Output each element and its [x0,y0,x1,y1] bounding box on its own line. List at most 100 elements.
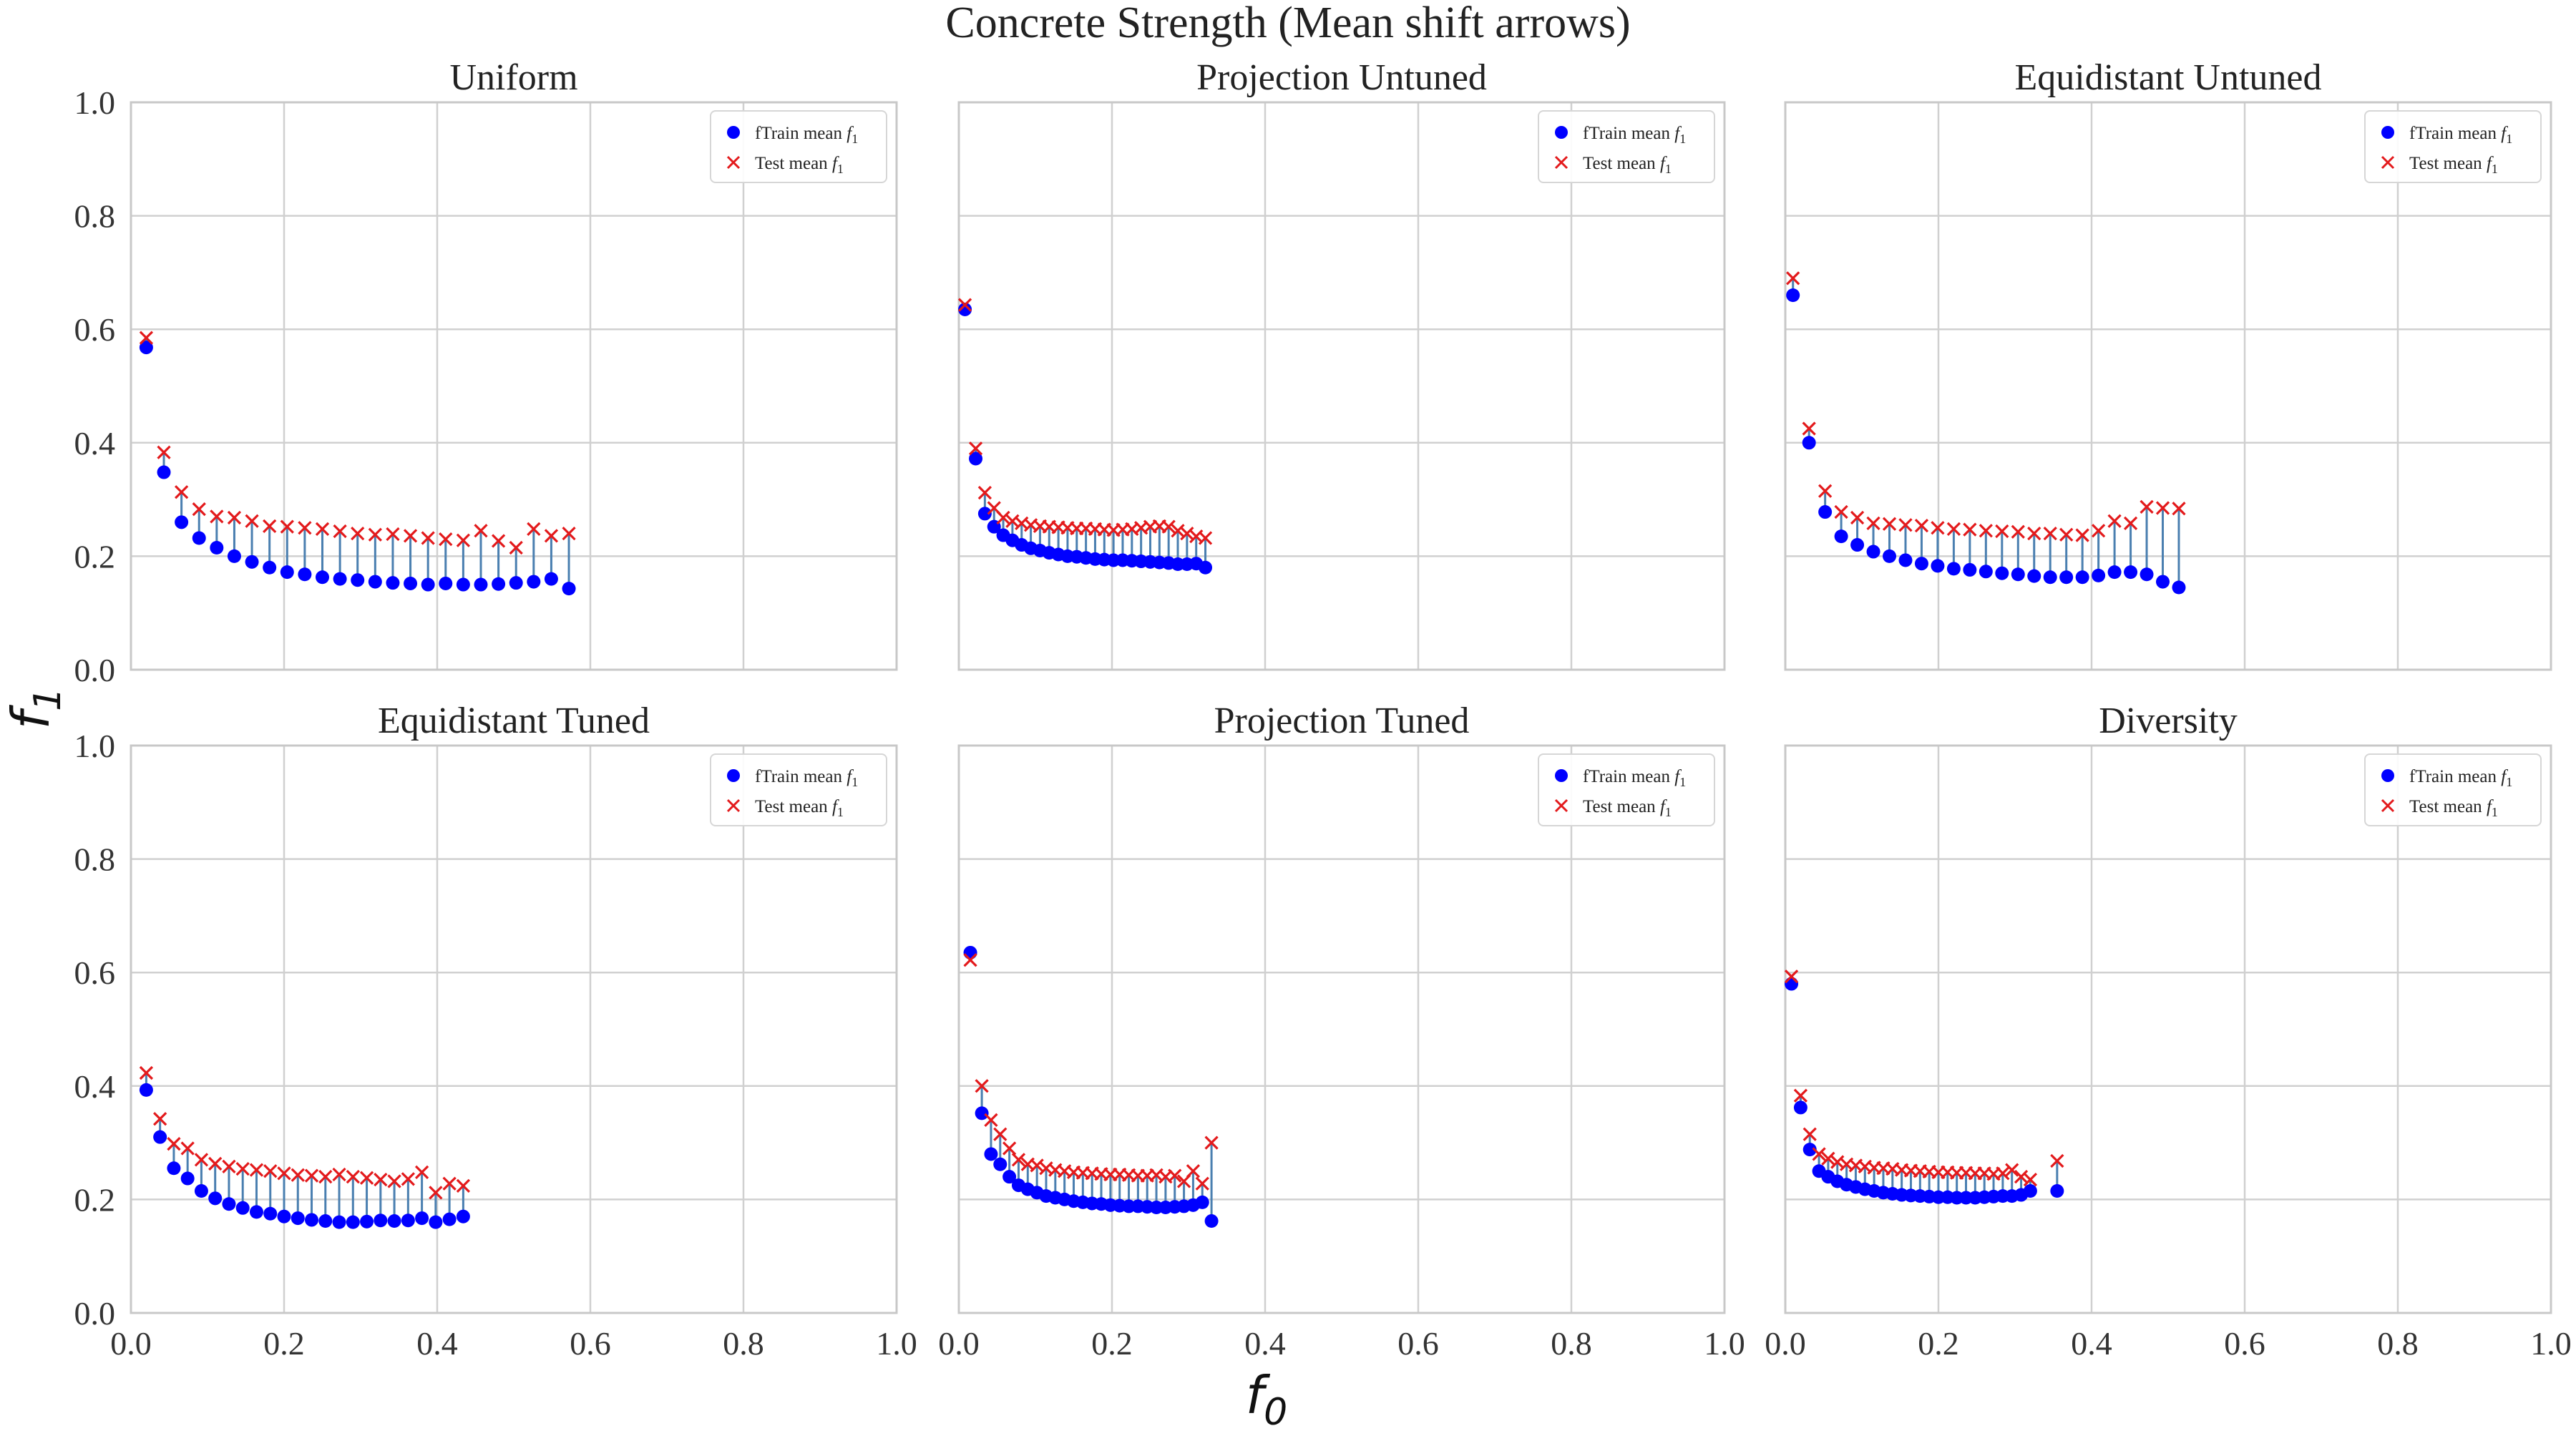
test-mean-marker [1850,510,1865,525]
legend-label-subscript: 1 [2492,162,2498,176]
test-mean-marker [1793,1088,1808,1103]
x-tick-label: 0.2 [1091,1325,1133,1362]
train-mean-point [210,541,224,555]
train-mean-point [2124,565,2138,580]
train-mean-point [368,575,382,589]
train-mean-point [1898,553,1913,567]
y-axis-label-subscript: 1 [26,688,69,711]
x-tick-label: 0.8 [723,1325,764,1362]
test-mean-marker [1180,527,1194,541]
test-mean-marker [2091,524,2106,538]
test-mean-marker [291,1168,305,1182]
test-mean-marker [403,529,418,543]
test-mean-marker [1946,522,1961,536]
legend-train-marker [1555,769,1568,782]
test-mean-marker [1996,1166,2010,1181]
legend-box [1538,753,1715,826]
test-mean-marker [975,1079,989,1093]
y-tick-label: 1.0 [74,728,116,764]
legend-test-label: Test mean f1 [1583,154,1672,176]
test-mean-marker [174,485,189,499]
legend-test-marker [2381,798,2395,813]
train-mean-point [404,576,418,590]
legend-box [710,753,887,826]
test-mean-marker [263,519,277,534]
test-mean-marker [298,521,312,535]
train-mean-point [139,1083,153,1097]
test-mean-marker [1866,516,1880,531]
test-mean-marker [1030,1158,1044,1173]
train-mean-point [429,1215,443,1229]
test-mean-marker [2011,524,2025,539]
x-axis-label: f0 [1246,1365,1287,1431]
legend-train-marker [2381,769,2394,782]
test-mean-marker [1818,484,1833,498]
legend-train-marker [1555,126,1568,139]
train-mean-point [157,465,171,479]
legend-box [2364,753,2542,826]
test-mean-marker [1802,421,1816,436]
train-mean-point [351,573,365,587]
test-mean-marker [318,1170,333,1184]
legend-label-symbol: f [2487,797,2494,816]
test-mean-marker [249,1163,264,1177]
train-mean-point [544,572,558,586]
x-tick-label: 0.6 [570,1325,611,1362]
legend-train-label: fTrain mean f1 [755,124,858,146]
legend-label-subscript: 1 [1679,132,1686,146]
test-mean-marker [977,485,992,500]
train-mean-point [1995,566,2009,580]
train-mean-point [509,576,523,590]
legend-test-label: Test mean f1 [755,797,844,819]
test-mean-marker [208,1156,223,1171]
legend-test-marker [1554,155,1568,170]
test-mean-marker [509,540,523,555]
test-mean-marker [1198,531,1213,545]
train-mean-point [222,1197,236,1211]
x-tick-label: 0.0 [110,1325,152,1362]
train-mean-point [374,1213,388,1228]
subplot-title: Equidistant Tuned [378,700,650,741]
train-mean-point [1204,1214,1219,1229]
legend-train-marker [727,126,740,139]
subplot-title: Projection Untuned [1196,57,1487,98]
test-mean-marker [245,514,259,528]
x-tick-label: 0.4 [1244,1325,1286,1362]
legend-label-text: Test mean [1583,154,1660,173]
legend-label-subscript: 1 [2492,805,2498,819]
legend-train-marker [2381,126,2394,139]
train-mean-point [1802,1143,1817,1157]
test-mean-marker [1002,1141,1017,1156]
test-mean-marker [2172,502,2186,516]
test-mean-marker [1931,521,1945,535]
test-mean-marker [1186,1164,1201,1178]
test-mean-marker [139,331,154,345]
legend-label-text: fTrain mean [2409,124,2501,143]
x-tick-label: 0.0 [1765,1325,1806,1362]
subplot-title: Equidistant Untuned [2015,57,2322,98]
test-mean-marker [180,1141,195,1156]
legend-box [1538,110,1715,183]
legend-label-text: Test mean [2409,154,2487,173]
x-tick-label: 0.0 [938,1325,980,1362]
test-mean-marker [1914,518,1929,533]
plot-frame [1784,101,2552,671]
legend-train-label: fTrain mean f1 [1583,767,1686,789]
test-mean-marker [332,1167,346,1182]
x-tick-label: 0.2 [263,1325,305,1362]
test-mean-marker [153,1112,167,1126]
x-tick-label: 0.4 [2071,1325,2112,1362]
legend-label-text: fTrain mean [2409,767,2501,786]
train-mean-point [387,1214,401,1229]
legend-label-subscript: 1 [852,132,858,146]
plot-frame [130,101,898,671]
train-mean-point [1785,977,1799,991]
test-mean-marker [2043,527,2057,541]
test-mean-marker [474,524,488,538]
legend-label-symbol: f [847,767,854,786]
train-mean-point [1793,1100,1807,1115]
test-mean-marker [235,1161,250,1176]
train-mean-point [415,1211,429,1226]
